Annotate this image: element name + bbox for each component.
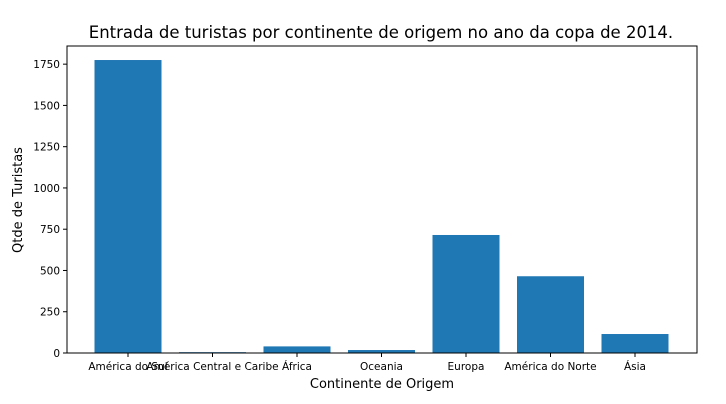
y-axis-label: Qtde de Turistas	[11, 147, 26, 253]
bar-5	[517, 276, 584, 353]
bars-group	[94, 60, 669, 353]
x-tick-label-3: Oceania	[360, 361, 403, 373]
y-tick-label-6: 1500	[33, 100, 60, 112]
y-tick-label-2: 500	[40, 265, 60, 277]
bar-2	[263, 346, 331, 353]
x-tick-label-0: América do Sul	[88, 361, 167, 373]
x-tick-label-6: Ásia	[624, 360, 646, 373]
bar-3	[348, 350, 415, 353]
bar-4	[432, 234, 500, 353]
x-tick-label-4: Europa	[448, 361, 485, 373]
y-ticks-group: 0 250 500 750 1000 1250 1500 1750	[33, 59, 67, 360]
x-tick-label-1: América Central e Caribe	[146, 361, 278, 373]
bar-6	[601, 334, 669, 353]
x-tick-label-5: América do Norte	[504, 361, 596, 373]
chart-title: Entrada de turistas por continente de or…	[89, 23, 673, 42]
x-tick-label-2: África	[282, 360, 312, 373]
y-tick-label-7: 1750	[33, 59, 60, 71]
y-tick-label-4: 1000	[33, 183, 60, 195]
y-tick-label-1: 250	[40, 307, 60, 319]
bar-0	[94, 60, 162, 353]
y-tick-label-0: 0	[53, 348, 60, 360]
y-tick-label-5: 1250	[33, 142, 60, 154]
plot-frame	[66, 45, 698, 354]
y-tick-label-3: 750	[40, 224, 60, 236]
x-axis-label: Continente de Origem	[310, 377, 454, 392]
